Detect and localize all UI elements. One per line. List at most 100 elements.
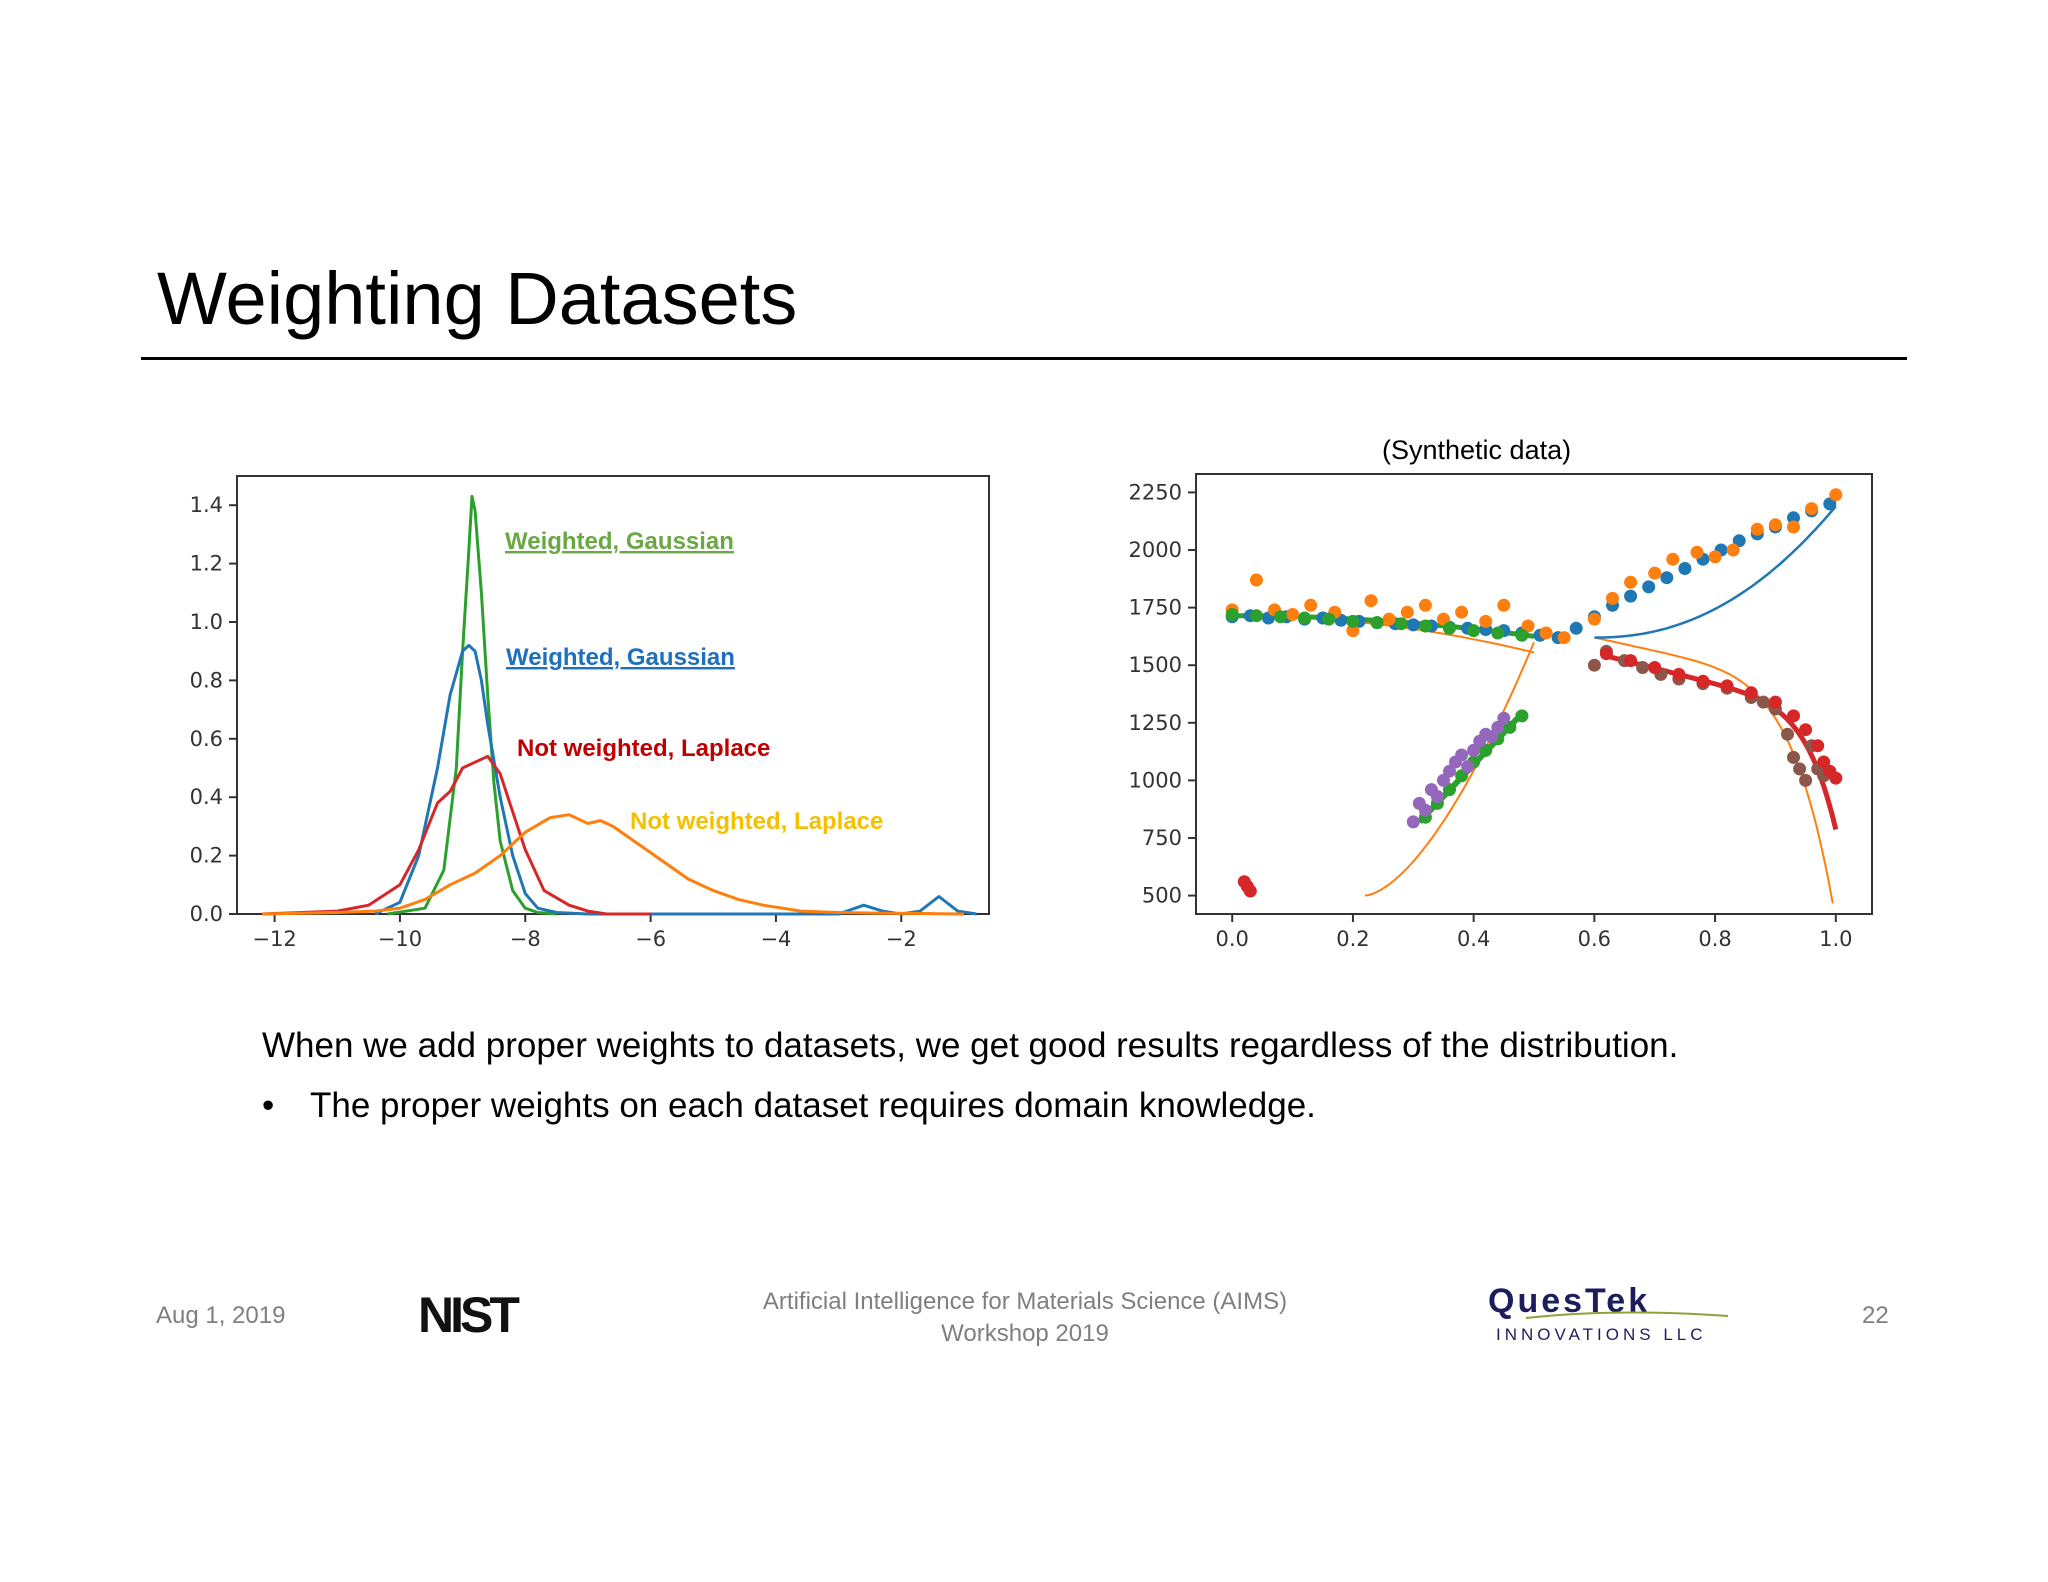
scatter-point	[1726, 543, 1740, 557]
scatter-point	[1787, 709, 1800, 723]
scatter-point	[1521, 619, 1535, 633]
scatter-point	[1666, 552, 1680, 566]
x-tick-label: 0.0	[1216, 927, 1249, 951]
page-number: 22	[1862, 1302, 1889, 1329]
footer-event: Artificial Intelligence for Materials Sc…	[720, 1286, 1330, 1350]
y-tick-label: 1250	[1129, 711, 1182, 735]
x-tick-label: 0.8	[1698, 927, 1731, 951]
scatter-point	[1823, 497, 1837, 511]
footer-event-line1: Artificial Intelligence for Materials Sc…	[762, 1288, 1288, 1315]
y-tick-label: 1500	[1129, 653, 1182, 677]
x-tick-label: −12	[252, 927, 296, 951]
y-tick-label: 1.4	[190, 493, 223, 517]
bullet-text: The proper weights on each dataset requi…	[310, 1086, 1316, 1125]
scatter-point	[1515, 628, 1529, 642]
x-tick-label: −8	[510, 927, 541, 951]
scatter-point	[1606, 591, 1619, 605]
scatter-point	[1243, 884, 1257, 898]
scatter-chart: 0.0 0.2 0.4 0.6 0.8 1.0 500 750 1000 1250 1500 1750…	[1129, 473, 1873, 951]
y-tick-label: 0.4	[190, 785, 223, 809]
scatter-point	[1406, 618, 1420, 632]
scatter-point	[1672, 667, 1686, 681]
scatter-point	[1648, 661, 1662, 674]
scatter-point	[1491, 720, 1505, 734]
scatter-point	[1557, 631, 1571, 645]
x-tick-label: 1.0	[1819, 927, 1852, 951]
scatter-point	[1678, 562, 1692, 575]
body-text: When we add proper weights to datasets, …	[262, 1026, 1679, 1065]
questek-logo: QuesTek INNOVATIONS LLC	[1488, 1282, 1729, 1344]
scatter-point	[1382, 612, 1396, 626]
scatter-point	[1467, 624, 1481, 638]
right-axis-ticks: 0.0 0.2 0.4 0.6 0.8 1.0 500 750 1000 1250 1500 1750…	[1129, 480, 1853, 951]
scatter-point	[1497, 598, 1511, 612]
scatter-point	[1455, 769, 1469, 783]
y-tick-label: 0.2	[190, 844, 223, 868]
scatter-point	[1304, 598, 1318, 612]
scatter-point	[1599, 647, 1613, 661]
nist-logo: NIST	[418, 1292, 523, 1338]
scatter-point	[1744, 686, 1758, 700]
scatter-point	[1811, 739, 1825, 753]
scatter-point	[1696, 674, 1710, 688]
scatter-point	[1497, 711, 1511, 725]
y-tick-label: 1.0	[190, 610, 223, 634]
x-tick-label: 0.6	[1578, 927, 1611, 951]
scatter-point	[1503, 720, 1517, 734]
scatter-point	[1418, 598, 1432, 612]
scatter-point	[1787, 511, 1800, 525]
scatter-point	[1515, 709, 1529, 723]
density-series-line	[262, 813, 964, 916]
scatter-point	[1720, 679, 1734, 693]
scatter-point	[1455, 748, 1469, 762]
scatter-point	[1443, 783, 1456, 797]
scatter-point	[1346, 614, 1360, 628]
scatter-point	[1249, 573, 1263, 587]
scatter-point	[1805, 502, 1819, 516]
scatter-point	[1787, 520, 1800, 534]
scatter-point	[1249, 609, 1263, 623]
synthetic-data-label: (Synthetic data)	[1382, 435, 1572, 465]
scatter-point	[1569, 621, 1583, 635]
scatter-point	[1768, 695, 1782, 709]
y-tick-label: 0.6	[190, 727, 223, 751]
annotation-weighted-gaussian-blue: Weighted, Gaussian	[506, 644, 735, 671]
x-tick-label: −2	[886, 927, 917, 951]
x-tick-label: −4	[760, 927, 791, 951]
x-tick-label: 0.4	[1457, 927, 1490, 951]
y-tick-label: 1000	[1129, 768, 1182, 792]
scatter-point	[1286, 608, 1300, 621]
scatter-point	[1455, 605, 1469, 619]
scatter-point	[1648, 566, 1662, 580]
scatter-point	[1443, 764, 1456, 778]
scatter-point	[1406, 815, 1420, 829]
scatter-point	[1443, 621, 1456, 635]
scatter-point	[1298, 611, 1312, 625]
scatter-point	[1799, 723, 1813, 737]
scatter-point	[1624, 575, 1638, 589]
scatter-point	[1829, 771, 1843, 785]
y-tick-label: 0.8	[190, 668, 223, 692]
x-tick-label: −10	[378, 927, 422, 951]
scatter-point	[1418, 803, 1432, 817]
scatter-point	[1587, 658, 1601, 672]
density-series-line	[387, 494, 557, 916]
density-series-line	[262, 754, 651, 916]
scatter-point	[1708, 550, 1722, 564]
scatter-point	[1479, 743, 1493, 757]
svg-text:NIST: NIST	[418, 1292, 519, 1338]
y-tick-label: 1750	[1129, 596, 1182, 620]
x-tick-label: 0.2	[1336, 927, 1369, 951]
title-divider	[141, 357, 1907, 360]
footer-event-line2: Workshop 2019	[941, 1320, 1109, 1347]
scatter-point	[1799, 773, 1813, 787]
scatter-point	[1787, 750, 1800, 764]
svg-text:INNOVATIONS LLC: INNOVATIONS LLC	[1496, 1325, 1707, 1344]
y-tick-label: 0.0	[190, 902, 223, 926]
x-tick-label: −6	[635, 927, 666, 951]
scatter-point	[1587, 612, 1601, 626]
fit-curve	[1594, 505, 1837, 639]
annotation-weighted-gaussian-green: Weighted, Gaussian	[505, 528, 734, 555]
scatter-point	[1539, 626, 1553, 640]
scatter-point	[1274, 610, 1287, 624]
